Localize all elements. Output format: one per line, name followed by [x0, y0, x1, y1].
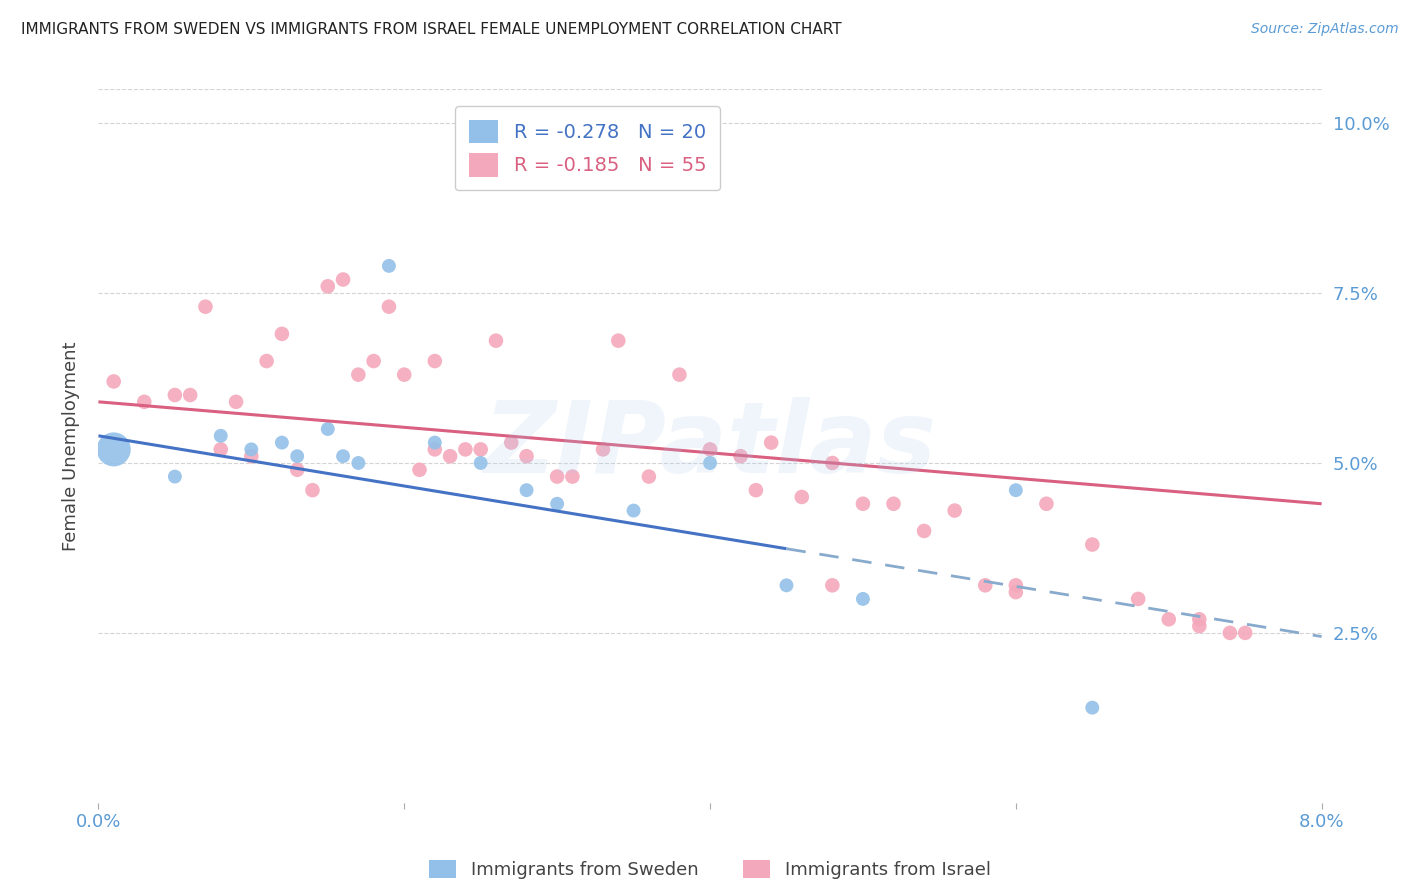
Point: [883, 497, 905, 511]
Point: [790, 490, 813, 504]
Point: [759, 435, 782, 450]
Point: [194, 300, 217, 314]
Point: [256, 354, 278, 368]
Point: [301, 483, 323, 498]
Point: [775, 578, 797, 592]
Point: [240, 449, 263, 463]
Point: [378, 259, 401, 273]
Point: [347, 368, 370, 382]
Point: [439, 449, 461, 463]
Point: [163, 388, 186, 402]
Point: [516, 449, 538, 463]
Text: ZIPatlas: ZIPatlas: [484, 398, 936, 494]
Point: [516, 483, 538, 498]
Point: [179, 388, 201, 402]
Point: [408, 463, 430, 477]
Point: [423, 354, 446, 368]
Point: [1188, 619, 1211, 633]
Point: [270, 326, 294, 341]
Point: [378, 300, 401, 314]
Point: [209, 429, 232, 443]
Point: [852, 497, 875, 511]
Point: [163, 469, 186, 483]
Point: [485, 334, 508, 348]
Legend: Immigrants from Sweden, Immigrants from Israel: Immigrants from Sweden, Immigrants from …: [422, 853, 998, 887]
Point: [561, 469, 583, 483]
Point: [316, 422, 339, 436]
Point: [209, 442, 232, 457]
Point: [103, 442, 125, 457]
Point: [730, 449, 752, 463]
Point: [699, 442, 721, 457]
Point: [134, 394, 156, 409]
Point: [103, 375, 125, 389]
Point: [912, 524, 935, 538]
Point: [1004, 578, 1026, 592]
Point: [285, 463, 308, 477]
Point: [1219, 626, 1241, 640]
Point: [546, 497, 568, 511]
Point: [316, 279, 339, 293]
Point: [1004, 585, 1026, 599]
Point: [1081, 700, 1104, 714]
Point: [852, 591, 875, 606]
Point: [501, 435, 523, 450]
Point: [1188, 612, 1211, 626]
Point: [974, 578, 997, 592]
Point: [637, 469, 661, 483]
Point: [423, 435, 446, 450]
Point: [347, 456, 370, 470]
Point: [1081, 537, 1104, 551]
Point: [1004, 483, 1026, 498]
Point: [699, 456, 721, 470]
Point: [470, 442, 492, 457]
Point: [470, 456, 492, 470]
Text: Source: ZipAtlas.com: Source: ZipAtlas.com: [1251, 22, 1399, 37]
Point: [423, 442, 446, 457]
Point: [1128, 591, 1150, 606]
Point: [332, 272, 354, 286]
Point: [1234, 626, 1257, 640]
Point: [270, 435, 294, 450]
Point: [943, 503, 966, 517]
Point: [285, 449, 308, 463]
Point: [592, 442, 614, 457]
Point: [454, 442, 477, 457]
Point: [821, 578, 844, 592]
Point: [607, 334, 630, 348]
Point: [332, 449, 354, 463]
Point: [392, 368, 416, 382]
Y-axis label: Female Unemployment: Female Unemployment: [62, 342, 80, 550]
Point: [225, 394, 247, 409]
Point: [821, 456, 844, 470]
Point: [1035, 497, 1057, 511]
Point: [668, 368, 690, 382]
Point: [363, 354, 385, 368]
Point: [745, 483, 768, 498]
Point: [546, 469, 568, 483]
Text: IMMIGRANTS FROM SWEDEN VS IMMIGRANTS FROM ISRAEL FEMALE UNEMPLOYMENT CORRELATION: IMMIGRANTS FROM SWEDEN VS IMMIGRANTS FRO…: [21, 22, 842, 37]
Point: [1157, 612, 1180, 626]
Point: [623, 503, 645, 517]
Point: [240, 442, 263, 457]
